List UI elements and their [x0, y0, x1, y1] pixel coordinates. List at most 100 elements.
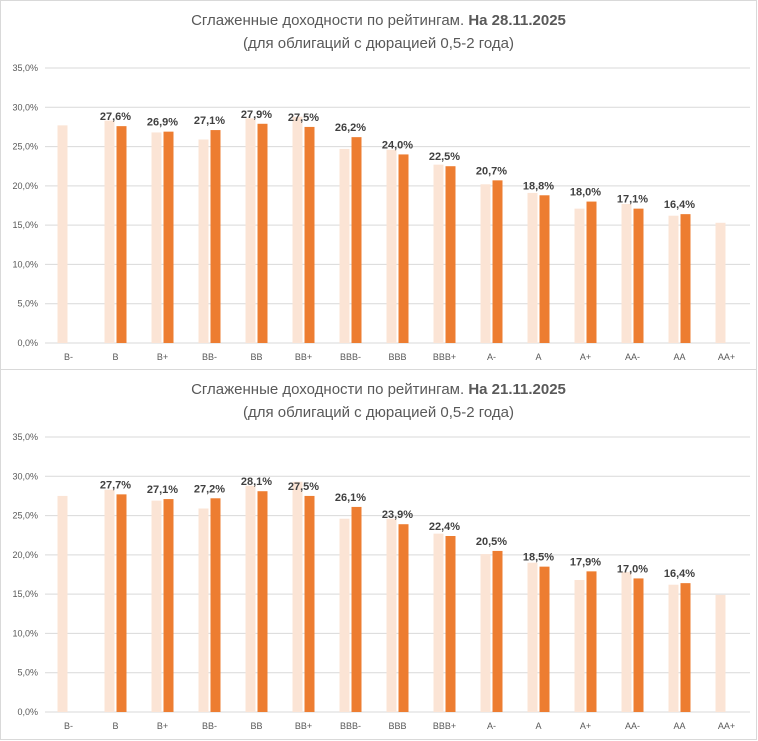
x-tick-label: BBB-	[340, 352, 361, 362]
data-label-BBB+: 22,4%	[429, 521, 460, 533]
x-tick-label: A	[535, 721, 541, 731]
chart-subtitle: (для облигаций с дюрацией 0,5-2 года)	[243, 35, 514, 52]
x-tick-label: A+	[580, 352, 591, 362]
bar-previous-BBB-	[339, 518, 350, 712]
y-tick-label: 0,0%	[17, 707, 38, 717]
bar-current-BB+	[304, 495, 315, 712]
data-label-BBB: 23,9%	[382, 509, 413, 521]
x-tick-label: B+	[157, 721, 168, 731]
y-tick-label: 35,0%	[12, 63, 38, 73]
data-label-BB+: 27,5%	[288, 481, 319, 493]
bar-previous-BB-	[198, 139, 209, 343]
data-label-B+: 26,9%	[147, 117, 178, 129]
bar-previous-A	[527, 562, 538, 712]
data-label-BB+: 27,5%	[288, 112, 319, 124]
x-tick-label: AA-	[625, 721, 640, 731]
bar-current-BB-	[210, 130, 221, 343]
y-tick-label: 10,0%	[12, 628, 38, 638]
chart-title: Сглаженные доходности по рейтингам. На 2…	[1, 381, 756, 399]
bar-current-BB	[257, 491, 268, 712]
bar-current-B	[116, 494, 127, 712]
bar-previous-B	[104, 120, 115, 344]
bar-previous-A-	[480, 184, 491, 343]
data-label-AA-: 17,1%	[617, 194, 648, 206]
y-tick-label: 30,0%	[12, 102, 38, 112]
bar-previous-BBB	[386, 518, 397, 712]
data-label-BBB+: 22,5%	[429, 151, 460, 163]
bar-previous-AA	[668, 215, 679, 343]
x-tick-label: BB+	[295, 721, 312, 731]
chart-title-date: На 21.11.2025	[468, 381, 566, 398]
data-label-B: 27,6%	[100, 111, 131, 123]
bar-current-A	[539, 566, 550, 712]
x-tick-label: B	[112, 352, 118, 362]
data-label-AA: 16,4%	[664, 199, 695, 211]
bar-previous-B	[104, 489, 115, 712]
data-label-BB: 27,9%	[241, 109, 272, 121]
y-tick-label: 30,0%	[12, 471, 38, 481]
bar-current-A	[539, 195, 550, 343]
x-tick-label: BBB+	[433, 721, 456, 731]
bar-previous-AA	[668, 584, 679, 712]
bar-previous-BBB+	[433, 164, 444, 343]
data-label-A: 18,5%	[523, 552, 554, 564]
bar-current-BB	[257, 123, 268, 344]
x-tick-label: BBB+	[433, 352, 456, 362]
x-tick-label: BB-	[202, 352, 217, 362]
bar-current-BBB	[398, 154, 409, 343]
y-tick-label: 5,0%	[17, 668, 38, 678]
x-tick-label: AA	[673, 352, 685, 362]
bar-current-B+	[163, 499, 174, 712]
data-label-BB-: 27,1%	[194, 115, 225, 127]
bar-previous-AA-	[621, 572, 632, 712]
bar-previous-BB	[245, 485, 256, 712]
y-tick-label: 15,0%	[12, 589, 38, 599]
bar-previous-A+	[574, 580, 585, 712]
chart-title-text: Сглаженные доходности по рейтингам.	[191, 381, 469, 398]
bar-current-B+	[163, 131, 174, 343]
bar-current-BBB+	[445, 166, 456, 343]
x-tick-label: A-	[487, 352, 496, 362]
x-tick-label: B+	[157, 352, 168, 362]
y-tick-label: 10,0%	[12, 259, 38, 269]
bar-previous-A-	[480, 554, 491, 712]
data-label-B: 27,7%	[100, 479, 131, 491]
data-label-BB-: 27,2%	[194, 483, 225, 495]
x-tick-label: BB+	[295, 352, 312, 362]
bar-previous-A+	[574, 208, 585, 343]
chart-subtitle: (для облигаций с дюрацией 0,5-2 года)	[243, 404, 514, 421]
y-tick-label: 35,0%	[12, 432, 38, 442]
y-tick-label: 20,0%	[12, 550, 38, 560]
y-tick-label: 5,0%	[17, 299, 38, 309]
bar-current-A+	[586, 201, 597, 343]
y-tick-label: 0,0%	[17, 338, 38, 348]
data-label-A: 18,8%	[523, 180, 554, 192]
data-label-AA: 16,4%	[664, 568, 695, 580]
x-tick-label: BBB	[388, 352, 406, 362]
x-tick-label: B-	[64, 721, 73, 731]
bar-current-AA	[680, 214, 691, 343]
chart-title-date: На 28.11.2025	[468, 12, 566, 29]
bar-current-AA-	[633, 578, 644, 712]
x-tick-label: BB	[250, 352, 262, 362]
x-tick-label: A+	[580, 721, 591, 731]
bar-previous-BBB	[386, 149, 397, 343]
bar-previous-BBB-	[339, 148, 350, 343]
bar-chart-top: 0,0% 5,0% 10,0% 15,0% 20,0% 25,0% 30,0% 35,0% B-…	[12, 63, 750, 362]
bar-chart-bottom: 0,0% 5,0% 10,0% 15,0% 20,0% 25,0% 30,0% 35,0% B-…	[12, 432, 750, 731]
data-label-AA-: 17,0%	[617, 563, 648, 575]
bar-current-A-	[492, 550, 503, 712]
x-tick-label: BB-	[202, 721, 217, 731]
bar-previous-AA-	[621, 203, 632, 343]
bar-current-BB+	[304, 126, 315, 343]
x-tick-label: A	[535, 352, 541, 362]
bar-current-BB-	[210, 498, 221, 712]
bar-previous-AA+	[715, 594, 726, 712]
bar-current-B	[116, 126, 127, 344]
bar-current-BBB+	[445, 536, 456, 712]
y-tick-label: 20,0%	[12, 181, 38, 191]
bar-previous-BB	[245, 118, 256, 344]
y-tick-label: 25,0%	[12, 511, 38, 521]
x-tick-label: AA+	[718, 352, 735, 362]
x-tick-label: A-	[487, 721, 496, 731]
